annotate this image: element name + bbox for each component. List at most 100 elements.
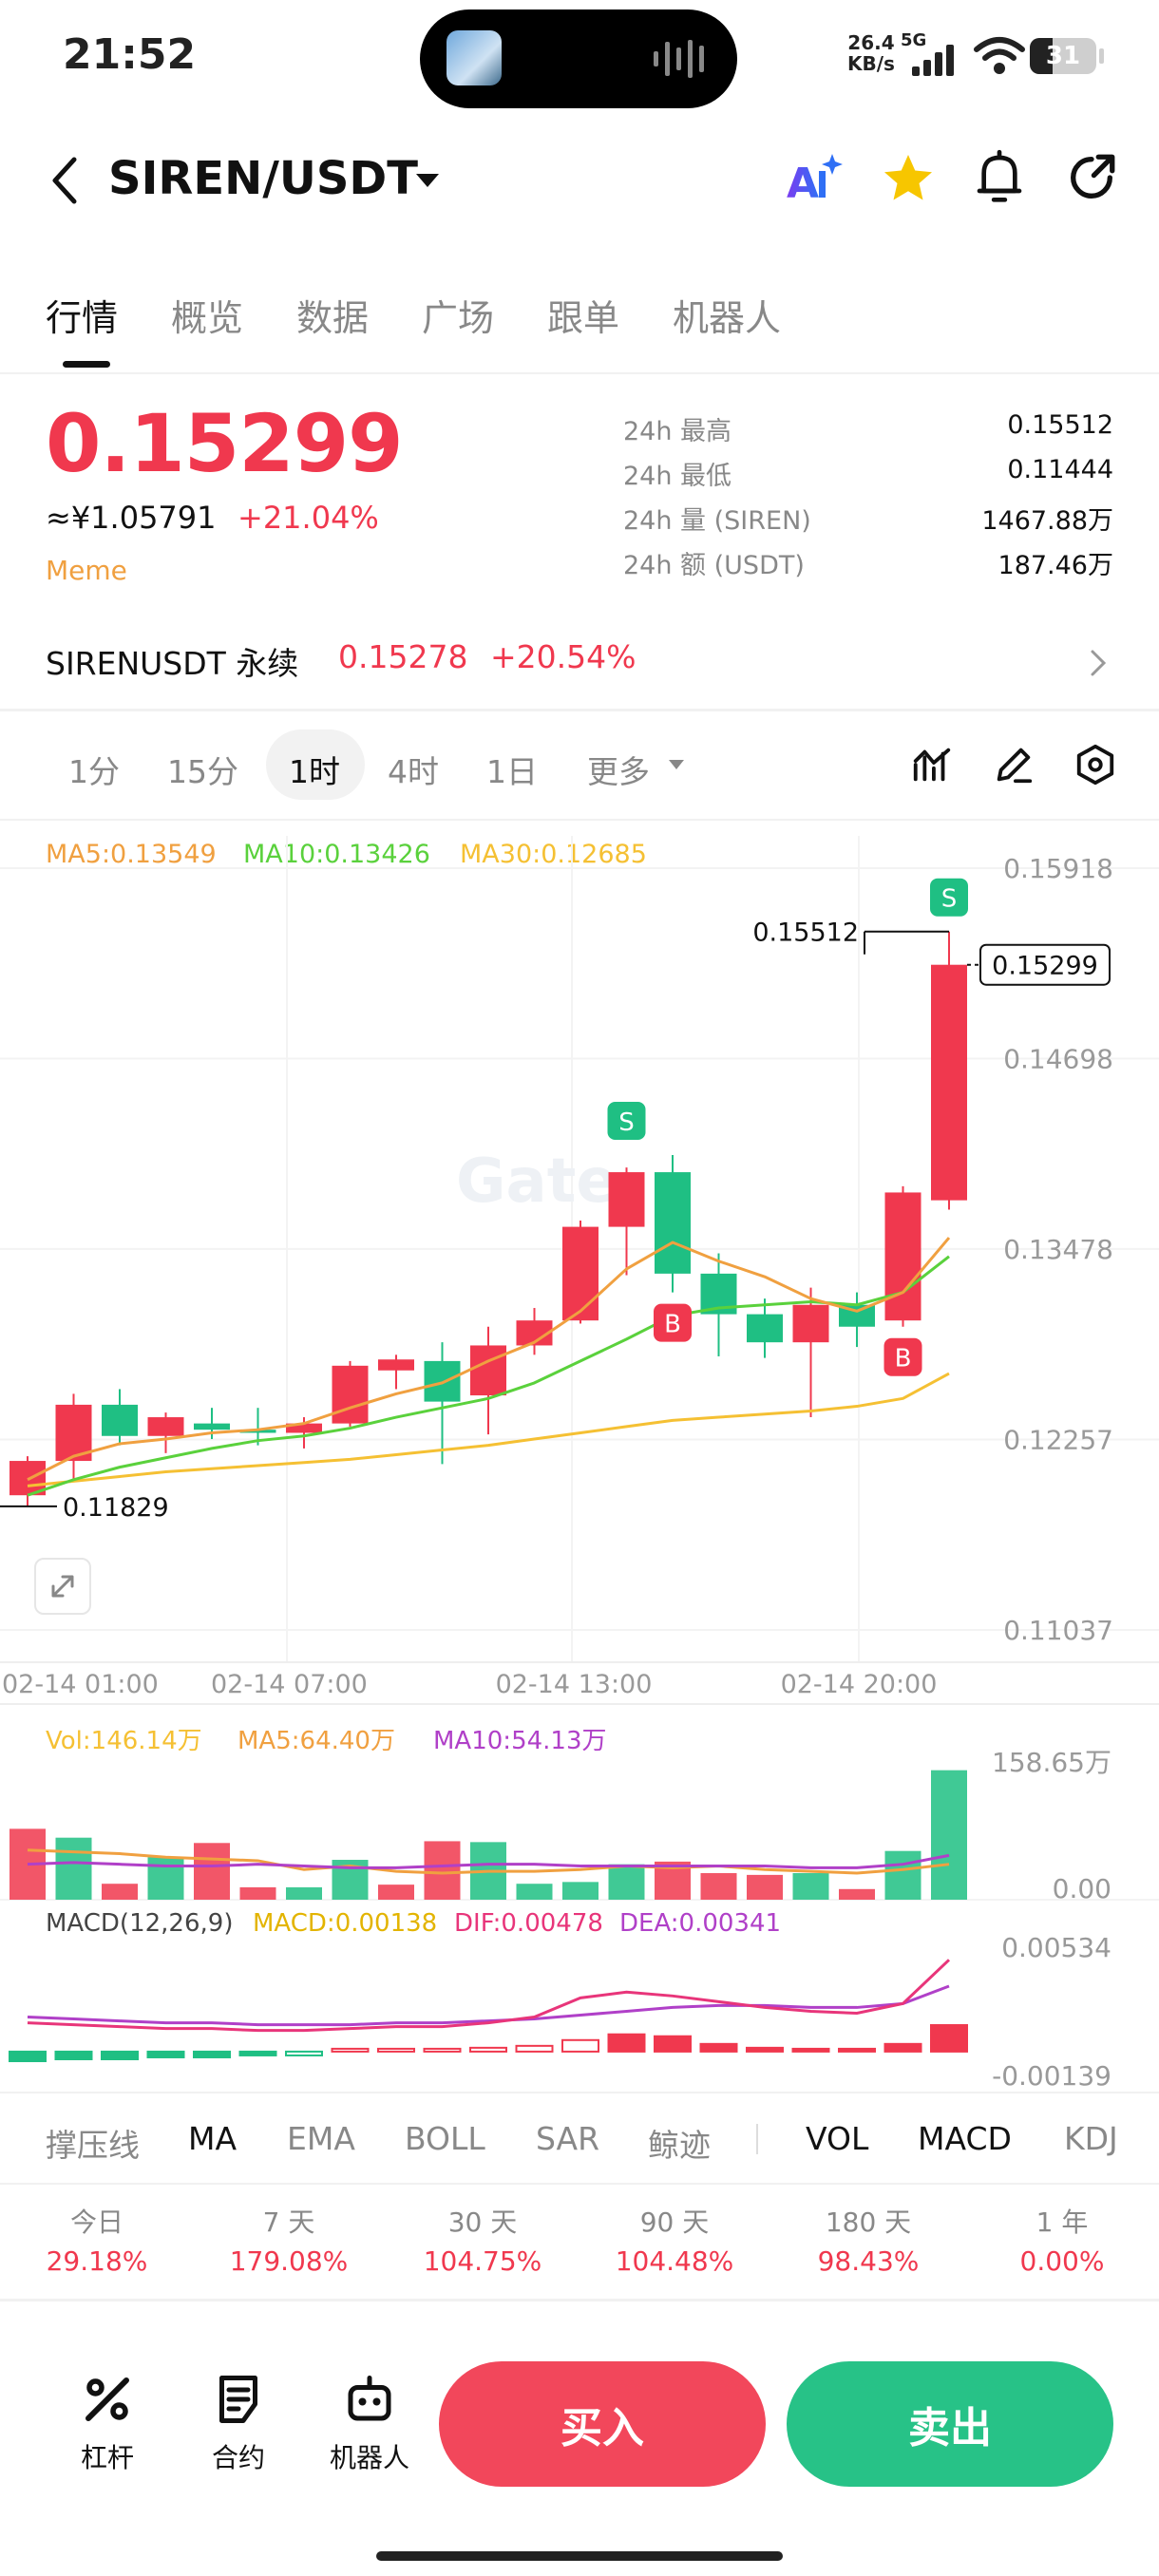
candle-body: [839, 1304, 875, 1327]
clock: 21:52: [63, 30, 197, 79]
indicator-chart-icon[interactable]: [910, 743, 954, 786]
leverage-icon: [86, 2377, 129, 2421]
volume-pane: 158.65万 0.00: [10, 1747, 1112, 1904]
category-tag[interactable]: Meme: [46, 555, 127, 586]
bell-icon[interactable]: [973, 148, 1026, 207]
indicator-kdj[interactable]: KDJ: [1064, 2120, 1118, 2157]
timeframe-15m[interactable]: 15分: [167, 753, 238, 790]
divider: [0, 2183, 1159, 2185]
macd-histogram-bar: [54, 2050, 93, 2060]
timeframe-4h[interactable]: 4时: [388, 753, 439, 790]
sell-marker: [930, 878, 968, 917]
tab-square[interactable]: 广场: [422, 297, 495, 339]
candle-body: [747, 1314, 783, 1343]
draw-pen-icon[interactable]: [992, 743, 1036, 786]
tab-market[interactable]: 行情: [46, 297, 119, 339]
stat-high-label: 24h 最高: [623, 417, 732, 446]
net-speed-unit: KB/s: [847, 52, 895, 75]
status-bar: 21:52 26.4 KB/s 5G 31: [0, 0, 1159, 114]
volume-y-label: 0.00: [1053, 1873, 1112, 1904]
candle-body: [608, 1172, 645, 1227]
vol-ma10-legend: MA10:54.13万: [433, 1727, 607, 1755]
macd-value-legend: MACD:0.00138: [253, 1909, 438, 1938]
ma5-legend: MA5:0.13549: [46, 840, 217, 869]
settings-hexagon-icon[interactable]: [1074, 743, 1117, 786]
indicator-whale[interactable]: 鲸迹: [648, 2127, 711, 2164]
timeframe-1m[interactable]: 1分: [68, 753, 120, 790]
marker-label: S: [618, 1108, 635, 1137]
vol-legend: Vol:146.14万: [46, 1727, 202, 1755]
indicator-ma[interactable]: MA: [188, 2120, 238, 2157]
timeframe-1d[interactable]: 1日: [486, 753, 538, 790]
fullscreen-button[interactable]: [34, 1558, 91, 1615]
macd-name-legend: MACD(12,26,9): [46, 1909, 234, 1938]
indicator-macd[interactable]: MACD: [918, 2120, 1012, 2157]
macd-histogram-bar: [838, 2047, 876, 2053]
ma10-legend: MA10:0.13426: [243, 840, 430, 869]
buy-marker: [884, 1337, 922, 1376]
stat-volume-label: 24h 量 (SIREN): [623, 506, 811, 536]
share-icon[interactable]: [1064, 150, 1119, 205]
indicator-support-resistance[interactable]: 撑压线: [46, 2127, 140, 2164]
vol-ma5-legend: MA5:64.40万: [238, 1727, 395, 1755]
volume-bar: [931, 1770, 967, 1900]
y-tick-label: 0.15918: [1003, 853, 1113, 884]
volume-bar: [194, 1843, 230, 1900]
tab-data[interactable]: 数据: [296, 297, 370, 339]
indicator-vol[interactable]: VOL: [806, 2120, 869, 2157]
sell-button[interactable]: 卖出: [787, 2361, 1113, 2487]
chart-annotations: 0.15512 0.11829 0.15299: [0, 919, 1111, 1523]
volume-bar: [147, 1857, 184, 1900]
candle-body: [792, 1304, 829, 1343]
pair-title[interactable]: SIREN/USDT: [108, 152, 419, 205]
indicator-sar[interactable]: SAR: [536, 2120, 600, 2157]
indicator-ema[interactable]: EMA: [287, 2120, 355, 2157]
last-price-box: [979, 943, 1111, 986]
cell-signal-icon: [912, 45, 954, 76]
battery-icon: 31: [1030, 38, 1096, 74]
macd-histogram-bar: [607, 2033, 646, 2053]
candle-body: [102, 1404, 138, 1436]
perpetual-price: 0.15278: [338, 638, 468, 675]
contract-nav[interactable]: 合约: [186, 2371, 291, 2475]
candle-body: [147, 1417, 184, 1436]
timeframe-more[interactable]: 更多: [587, 753, 650, 790]
battery-level: 31: [1045, 42, 1081, 70]
back-arrow-icon[interactable]: [46, 154, 84, 207]
robot-icon: [348, 2376, 391, 2421]
divider: [0, 709, 1159, 711]
x-tick-label: 02-14 20:00: [781, 1670, 938, 1699]
timeframe-active-bg: [266, 729, 365, 800]
candle-body: [239, 1430, 276, 1433]
volume-bar: [424, 1841, 461, 1900]
indicator-boll[interactable]: BOLL: [405, 2120, 485, 2157]
last-price-tag: 0.15299: [992, 952, 1098, 981]
buy-button[interactable]: 买入: [439, 2361, 766, 2487]
divider: [0, 2299, 1159, 2301]
ma5-line: [27, 1237, 951, 1482]
y-tick-label: 0.11037: [1003, 1615, 1113, 1646]
favorite-star-icon[interactable]: [880, 150, 937, 207]
macd-y-label: 0.00534: [1001, 1932, 1112, 1963]
ai-assistant-icon[interactable]: A: [785, 150, 847, 207]
low-price-label: 0.11829: [63, 1493, 169, 1523]
volume-bar: [747, 1874, 783, 1900]
volume-bar: [839, 1888, 875, 1900]
tab-overview[interactable]: 概览: [171, 297, 244, 339]
tab-bots[interactable]: 机器人: [673, 297, 782, 339]
leverage-nav[interactable]: 杠杆: [55, 2371, 160, 2475]
y-tick-label: 0.14698: [1003, 1043, 1113, 1074]
last-price: 0.15299: [46, 397, 404, 490]
timeframe-1h[interactable]: 1时: [289, 753, 340, 790]
caret-down-icon[interactable]: [414, 171, 441, 190]
tab-copy-trading[interactable]: 跟单: [547, 297, 620, 339]
contract-document-icon: [219, 2376, 257, 2423]
perpetual-name: SIRENUSDT 永续: [46, 645, 299, 682]
net-speed-value: 26.4: [847, 31, 895, 54]
macd-y-label: -0.00139: [992, 2060, 1112, 2090]
bot-nav[interactable]: 机器人: [317, 2371, 422, 2475]
watermark: Gate: [456, 1146, 618, 1217]
leverage-label: 杠杆: [80, 2442, 134, 2473]
perf-90d-label: 90 天: [639, 2207, 710, 2238]
